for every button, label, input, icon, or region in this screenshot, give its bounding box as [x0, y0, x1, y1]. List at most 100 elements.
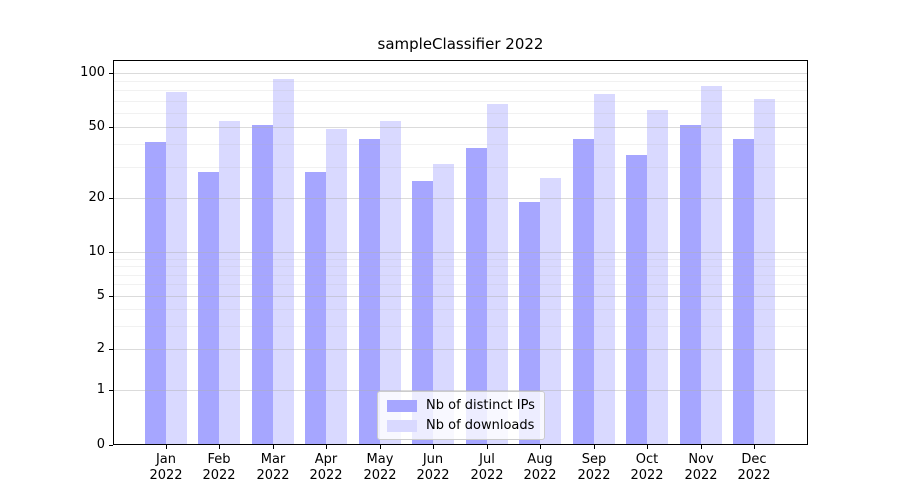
- x-tick-label-dec: Dec 2022: [714, 452, 794, 484]
- bar-sep-ips: [572, 138, 594, 444]
- bar-mar-ips: [251, 125, 273, 444]
- bar-oct-downloads: [647, 110, 669, 444]
- x-tick-year: 2022: [363, 468, 397, 483]
- bar-dec-ips: [732, 138, 754, 444]
- y-tick-label-5: 5: [96, 288, 105, 303]
- gridline-minor-6: [114, 284, 807, 285]
- y-tick-label-1: 1: [96, 382, 105, 397]
- gridline-major-100: [114, 73, 807, 74]
- bar-nov-ips: [679, 125, 701, 444]
- x-tick-month: Apr: [314, 452, 338, 467]
- gridline-minor-70: [114, 101, 807, 102]
- x-tick-year: 2022: [470, 468, 504, 483]
- legend-item-distinct-ips: Nb of distinct IPs: [387, 398, 535, 413]
- x-tick-month: Oct: [635, 452, 659, 467]
- bar-jun-ips: [412, 180, 434, 444]
- y-tick-mark-10: [109, 252, 113, 253]
- y-tick-mark-5: [109, 296, 113, 297]
- x-tick-label-jan: Jan 2022: [126, 452, 206, 484]
- bar-dec-downloads: [753, 98, 775, 444]
- x-tick-label-apr: Apr 2022: [286, 452, 366, 484]
- bar-jan-ips: [145, 142, 166, 444]
- x-tick-month: Mar: [260, 452, 286, 467]
- y-tick-label-50: 50: [88, 119, 105, 134]
- y-tick-label-20: 20: [88, 190, 105, 205]
- x-tick-month: May: [366, 452, 394, 467]
- x-tick-mark-feb: [219, 445, 220, 449]
- x-tick-year: 2022: [630, 468, 664, 483]
- legend-swatch-distinct-ips: [387, 399, 417, 412]
- x-tick-year: 2022: [523, 468, 557, 483]
- bar-may-downloads: [379, 121, 401, 444]
- y-tick-mark-50: [109, 127, 113, 128]
- x-tick-year: 2022: [256, 468, 290, 483]
- x-tick-mark-aug: [540, 445, 541, 449]
- gridline-minor-40: [114, 144, 807, 145]
- x-tick-month: Aug: [527, 452, 553, 467]
- y-tick-mark-0: [109, 445, 113, 446]
- x-tick-label-nov: Nov 2022: [661, 452, 741, 484]
- y-tick-label-2: 2: [96, 341, 105, 356]
- bar-jul-downloads: [486, 104, 508, 444]
- gridline-minor-60: [114, 113, 807, 114]
- x-tick-month: Jan: [155, 452, 177, 467]
- gridline-major-1: [114, 390, 807, 391]
- x-tick-label-mar: Mar 2022: [233, 452, 313, 484]
- bar-apr-ips: [305, 171, 327, 444]
- legend-label-distinct-ips: Nb of distinct IPs: [426, 398, 535, 413]
- x-tick-mark-dec: [754, 445, 755, 449]
- x-tick-mark-jan: [166, 445, 167, 449]
- x-tick-mark-jul: [487, 445, 488, 449]
- x-tick-label-may: May 2022: [340, 452, 420, 484]
- x-tick-mark-may: [380, 445, 381, 449]
- gridline-minor-4: [114, 309, 807, 310]
- x-tick-year: 2022: [309, 468, 343, 483]
- x-tick-mark-oct: [647, 445, 648, 449]
- bar-oct-ips: [626, 154, 648, 444]
- bar-aug-downloads: [540, 177, 562, 444]
- legend-label-downloads: Nb of downloads: [426, 418, 535, 433]
- x-tick-label-jun: Jun 2022: [393, 452, 473, 484]
- x-tick-month: Feb: [207, 452, 231, 467]
- gridline-minor-30: [114, 167, 807, 168]
- x-tick-month: Jun: [422, 452, 444, 467]
- x-tick-year: 2022: [684, 468, 718, 483]
- y-tick-mark-1: [109, 390, 113, 391]
- legend-swatch-downloads: [387, 419, 417, 432]
- gridline-major-5: [114, 296, 807, 297]
- x-tick-label-feb: Feb 2022: [179, 452, 259, 484]
- gridline-minor-3: [114, 326, 807, 327]
- x-tick-label-oct: Oct 2022: [607, 452, 687, 484]
- x-tick-month: Nov: [688, 452, 714, 467]
- y-tick-label-10: 10: [88, 244, 105, 259]
- bar-aug-ips: [519, 201, 541, 444]
- legend-item-downloads: Nb of downloads: [387, 418, 535, 433]
- x-tick-mark-apr: [326, 445, 327, 449]
- gridline-minor-90: [114, 81, 807, 82]
- y-tick-mark-20: [109, 198, 113, 199]
- gridline-major-50: [114, 127, 807, 128]
- x-tick-year: 2022: [737, 468, 771, 483]
- x-tick-month: Sep: [581, 452, 607, 467]
- gridline-minor-7: [114, 275, 807, 276]
- y-tick-label-0: 0: [96, 437, 105, 452]
- bar-mar-downloads: [272, 78, 294, 444]
- legend: Nb of distinct IPs Nb of downloads: [377, 391, 545, 440]
- bar-sep-downloads: [593, 94, 615, 444]
- x-tick-mark-jun: [433, 445, 434, 449]
- x-tick-mark-nov: [701, 445, 702, 449]
- gridline-minor-8: [114, 266, 807, 267]
- gridline-major-2: [114, 349, 807, 350]
- chart-title: sampleClassifier 2022: [377, 35, 544, 53]
- y-tick-mark-2: [109, 349, 113, 350]
- bar-feb-ips: [198, 171, 220, 444]
- x-tick-mark-mar: [273, 445, 274, 449]
- gridline-minor-80: [114, 90, 807, 91]
- x-tick-label-sep: Sep 2022: [554, 452, 634, 484]
- gridline-major-20: [114, 198, 807, 199]
- y-tick-mark-100: [109, 73, 113, 74]
- gridline-minor-9: [114, 259, 807, 260]
- bar-feb-downloads: [219, 121, 241, 444]
- x-tick-year: 2022: [202, 468, 236, 483]
